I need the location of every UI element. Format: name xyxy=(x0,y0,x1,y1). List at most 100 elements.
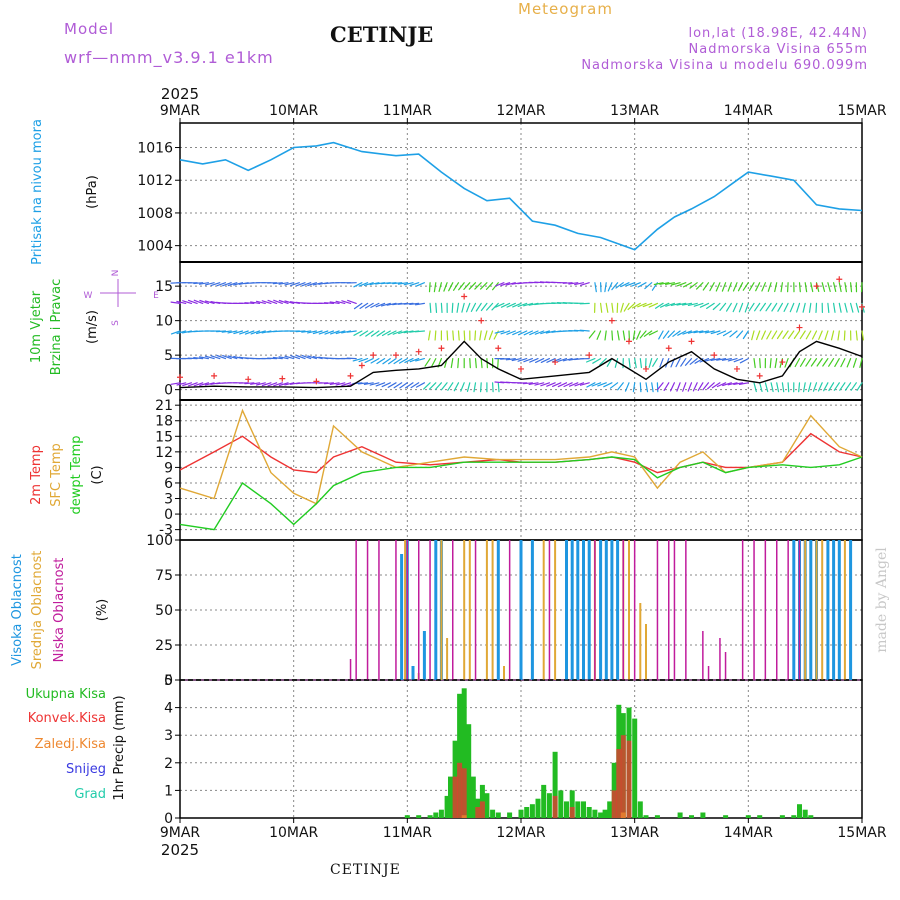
wind-gust-marker xyxy=(347,372,354,379)
wind-arrow xyxy=(409,358,420,363)
wind-arrow xyxy=(670,302,681,306)
precip-bar xyxy=(592,809,598,818)
cloud-bar xyxy=(741,540,744,680)
cloud-bar xyxy=(355,540,357,680)
wind-arrow xyxy=(393,358,403,365)
y-tick-label: 5 xyxy=(164,673,173,689)
wind-arrow xyxy=(568,282,579,285)
wind-arrow xyxy=(278,299,289,304)
wind-arrow xyxy=(261,300,272,304)
wind-arrow xyxy=(546,382,556,387)
y-tick-label: 6 xyxy=(164,476,173,492)
wind-arrow xyxy=(443,282,448,292)
wind-arrow xyxy=(709,282,715,292)
wind-arrow xyxy=(540,358,551,363)
top-date-label: 11MAR xyxy=(383,103,432,119)
wind-arrow xyxy=(307,355,317,360)
wind-gust-marker xyxy=(358,362,365,369)
cloud-bar xyxy=(508,540,511,680)
bottom-year-label: 2025 xyxy=(161,841,199,859)
wind-arrow xyxy=(488,330,494,340)
wind-arrow xyxy=(692,382,698,392)
wind-arrow xyxy=(480,358,483,369)
y-tick-label: 0 xyxy=(164,673,173,689)
wind-arrow xyxy=(805,330,812,340)
wind-arrow xyxy=(523,302,534,307)
wind-arrow xyxy=(474,282,482,290)
wind-arrow xyxy=(170,301,181,304)
wind-arrow xyxy=(176,330,187,335)
wind-arrow xyxy=(486,302,494,311)
cloud-bar xyxy=(463,540,466,680)
wind-arrow xyxy=(296,354,306,360)
precip-unit-label: 1hr Precip (mm) xyxy=(112,695,127,800)
wind-arrow xyxy=(364,358,374,363)
wind-arrow xyxy=(398,330,408,334)
wind-arrow xyxy=(341,382,352,387)
wind-arrow xyxy=(188,299,198,304)
wind-arrow xyxy=(738,382,749,385)
wind-arrow xyxy=(210,282,221,286)
cloud-bar xyxy=(832,540,836,680)
wind-arrow xyxy=(765,302,772,312)
wind-arrow xyxy=(414,302,425,306)
wind-arrow xyxy=(852,358,857,368)
wind-arrow xyxy=(737,282,744,292)
cloud-bar xyxy=(418,540,420,680)
wind-arrow xyxy=(784,358,789,368)
cloud-low-axis-label: Niska Oblacnost xyxy=(52,558,67,663)
wind-arrow xyxy=(604,330,607,341)
wind-arrow xyxy=(182,300,192,304)
wind-arrow xyxy=(312,330,323,335)
wind-gust-marker xyxy=(688,338,695,345)
model-label: Model xyxy=(64,20,115,38)
wind-arrow xyxy=(776,382,780,393)
wind-arrow xyxy=(233,355,244,360)
wind-gust-marker xyxy=(461,293,468,300)
wind-arrow xyxy=(682,330,693,335)
wind-arrow xyxy=(386,302,397,306)
wind-arrow xyxy=(732,302,738,313)
wind-arrow xyxy=(659,302,670,308)
wind-arrow xyxy=(473,382,477,393)
wind-arrow xyxy=(387,330,397,336)
wind-arrow xyxy=(617,382,624,391)
temp2m-axis-label: 2m Temp xyxy=(29,445,44,505)
wind-arrow xyxy=(699,330,710,334)
wind-arrow xyxy=(199,356,209,360)
cloud-bar xyxy=(576,540,580,680)
wind-arrow xyxy=(403,282,414,286)
wind-arrow xyxy=(479,330,482,341)
wind-speed-line xyxy=(179,340,863,389)
wind-arrow xyxy=(712,302,721,311)
wind-arrow xyxy=(256,330,266,335)
cloud-bar xyxy=(633,540,636,680)
wind-arrow xyxy=(505,358,516,361)
wind-arrow xyxy=(522,382,534,385)
wind-arrow xyxy=(798,282,801,293)
temp-unit-label: (C) xyxy=(90,465,105,484)
precip-bar xyxy=(808,815,814,818)
wind-arrow xyxy=(732,282,738,292)
temperature-line-sfc xyxy=(179,408,863,505)
wind-gust-marker xyxy=(211,372,218,379)
wind-arrow xyxy=(637,282,647,288)
wind-arrow xyxy=(428,282,431,293)
wind-axis-label-2: Brzina i Pravac xyxy=(49,279,64,376)
wind-arrow xyxy=(250,330,261,335)
precip-legend-2: Zaledj.Kisa xyxy=(35,737,106,752)
wind-arrow xyxy=(431,358,437,368)
cloud-bar xyxy=(582,540,585,680)
wind-arrow xyxy=(474,358,477,369)
wind-arrow xyxy=(405,382,414,389)
wind-arrow xyxy=(802,302,806,313)
wind-arrow xyxy=(856,382,863,391)
wind-arrow xyxy=(278,282,289,285)
wind-arrow xyxy=(475,302,482,312)
wind-arrow xyxy=(404,358,414,363)
wind-arrow xyxy=(859,358,863,368)
wind-arrow xyxy=(706,382,715,390)
top-date-label: 9MAR xyxy=(160,103,201,119)
wind-arrow xyxy=(272,282,283,285)
wind-arrow xyxy=(843,330,846,341)
